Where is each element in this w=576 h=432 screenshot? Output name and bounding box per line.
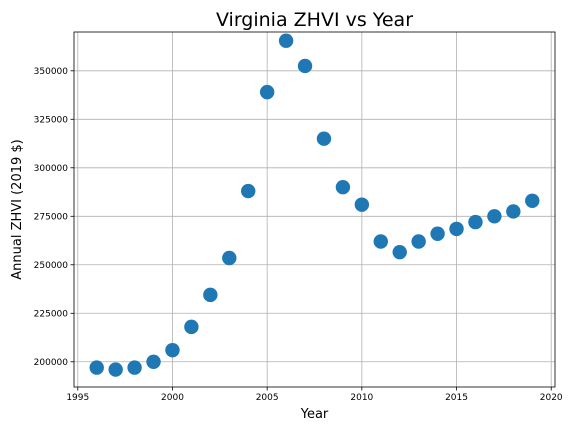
- data-point: [203, 287, 218, 303]
- y-tick-label: 275000: [34, 212, 69, 222]
- data-point: [411, 234, 426, 249]
- data-point: [525, 193, 540, 208]
- data-point: [184, 319, 199, 335]
- chart-title: Virginia ZHVI vs Year: [216, 9, 413, 31]
- y-tick-label: 300000: [34, 164, 69, 174]
- y-axis-label: Annual ZHVI (2019 $): [10, 139, 25, 280]
- y-tick-label: 350000: [34, 67, 69, 77]
- data-point: [392, 244, 407, 260]
- data-point: [487, 209, 502, 224]
- data-point: [373, 234, 388, 249]
- data-point: [89, 360, 104, 375]
- x-tick-label: 2000: [161, 393, 184, 403]
- data-points: [89, 33, 540, 377]
- y-tick-label: 250000: [34, 261, 69, 271]
- x-axis-label: Year: [300, 407, 329, 422]
- data-point: [468, 214, 483, 230]
- data-point: [449, 221, 464, 237]
- data-point: [297, 58, 313, 74]
- data-point: [354, 197, 370, 212]
- y-tick-label: 200000: [34, 358, 69, 368]
- y-tick-label: 225000: [34, 309, 69, 319]
- y-tick-label: 325000: [34, 115, 69, 125]
- y-axis-ticks: 200000 225000 250000 275000 300000 325000 3500…: [34, 67, 74, 368]
- data-point: [335, 179, 351, 195]
- x-tick-label: 2010: [350, 393, 373, 403]
- data-point: [222, 250, 237, 266]
- data-point: [108, 362, 123, 377]
- data-point: [316, 131, 332, 146]
- data-point: [278, 33, 294, 48]
- x-tick-label: 2005: [256, 393, 279, 403]
- x-tick-label: 2015: [445, 393, 468, 403]
- x-axis-ticks: 1995 2000 2005 2010 2015 2020: [66, 387, 563, 403]
- data-point: [127, 360, 142, 375]
- data-point: [430, 226, 445, 241]
- data-point: [165, 342, 180, 358]
- grid: [74, 32, 555, 387]
- data-point: [146, 354, 161, 369]
- data-point: [241, 183, 256, 199]
- x-tick-label: 1995: [66, 393, 89, 403]
- data-point: [259, 84, 275, 100]
- data-point: [506, 204, 521, 219]
- plot-area-frame: [73, 31, 556, 388]
- x-tick-label: 2020: [540, 393, 563, 403]
